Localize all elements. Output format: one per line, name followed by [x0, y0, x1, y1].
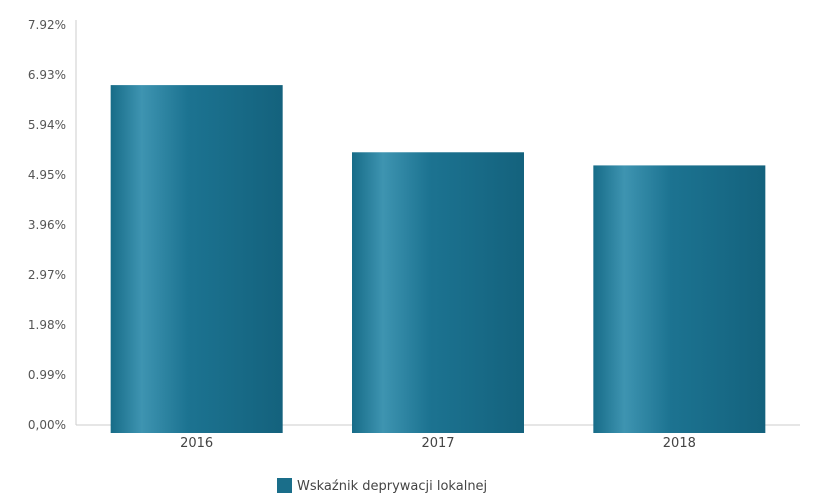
- y-tick-label: 2.97%: [28, 268, 66, 282]
- x-tick-label: 2017: [421, 436, 454, 451]
- legend-swatch: [277, 478, 292, 493]
- y-tick-label: 7.92%: [28, 18, 66, 32]
- bar-2016: [110, 85, 283, 433]
- y-tick-label: 5.94%: [28, 118, 66, 132]
- x-tick-label: 2018: [663, 436, 696, 451]
- x-tick-label: 2016: [180, 436, 213, 451]
- y-tick-label: 3.96%: [28, 218, 66, 232]
- bar-2017: [352, 152, 524, 434]
- y-tick-label: 0.99%: [28, 368, 66, 382]
- y-tick-label: 4.95%: [28, 168, 66, 182]
- bar-series: [110, 85, 766, 434]
- y-axis: 0,00% 0.99% 1.98% 2.97% 3.96% 4.95% 5.94% 6.93%…: [28, 18, 77, 432]
- y-tick-label: 0,00%: [28, 418, 66, 432]
- legend: Wskaźnik deprywacji lokalnej: [277, 478, 487, 494]
- bar-2018: [593, 165, 766, 433]
- legend-label: Wskaźnik deprywacji lokalnej: [297, 479, 487, 494]
- y-tick-label: 1.98%: [28, 318, 66, 332]
- y-tick-label: 6.93%: [28, 68, 66, 82]
